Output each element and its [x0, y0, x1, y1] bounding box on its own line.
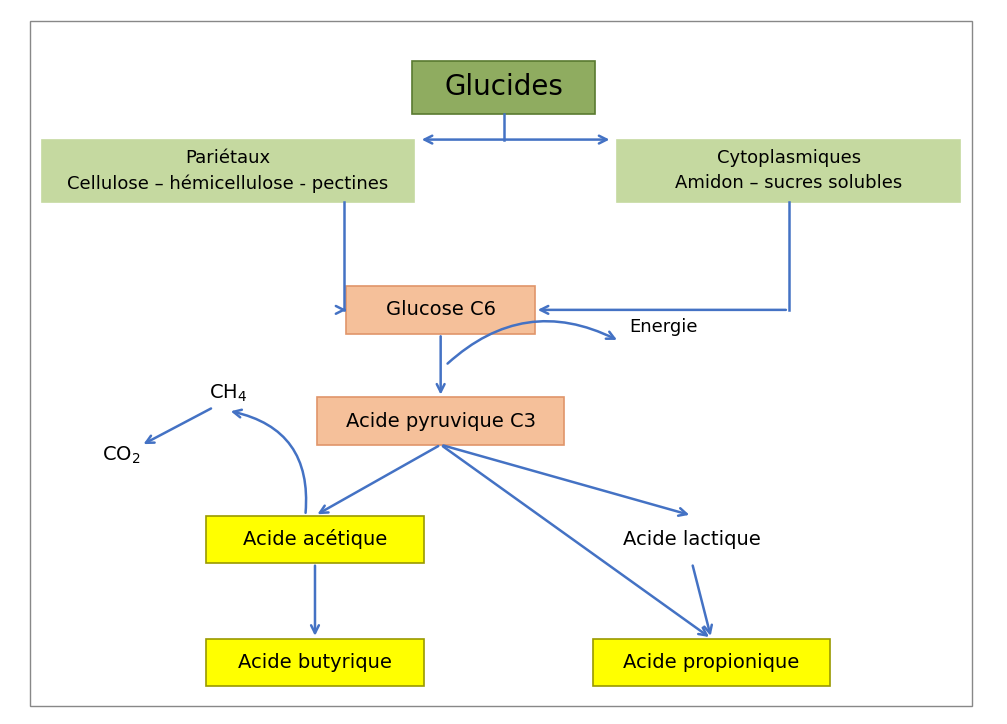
Text: Glucides: Glucides	[444, 73, 563, 101]
Text: Acide acétique: Acide acétique	[243, 529, 387, 550]
FancyBboxPatch shape	[598, 515, 786, 563]
Text: Pariétaux
Cellulose – hémicellulose - pectines: Pariétaux Cellulose – hémicellulose - pe…	[67, 149, 389, 193]
Text: CH$_4$: CH$_4$	[208, 382, 247, 404]
FancyBboxPatch shape	[206, 515, 424, 563]
Text: Glucose C6: Glucose C6	[386, 300, 495, 319]
FancyBboxPatch shape	[412, 62, 595, 114]
FancyBboxPatch shape	[317, 397, 564, 445]
Text: Acide pyruvique C3: Acide pyruvique C3	[345, 411, 536, 431]
FancyBboxPatch shape	[206, 639, 424, 686]
Text: Cytoplasmiques
Amidon – sucres solubles: Cytoplasmiques Amidon – sucres solubles	[675, 149, 902, 193]
FancyBboxPatch shape	[593, 639, 830, 686]
Text: Acide butyrique: Acide butyrique	[238, 653, 392, 672]
FancyBboxPatch shape	[42, 140, 414, 202]
Text: Acide propionique: Acide propionique	[623, 653, 800, 672]
Text: Acide lactique: Acide lactique	[623, 530, 761, 549]
FancyBboxPatch shape	[617, 140, 961, 202]
Text: Energie: Energie	[629, 319, 698, 336]
FancyBboxPatch shape	[346, 286, 535, 334]
Text: CO$_2$: CO$_2$	[103, 445, 141, 466]
